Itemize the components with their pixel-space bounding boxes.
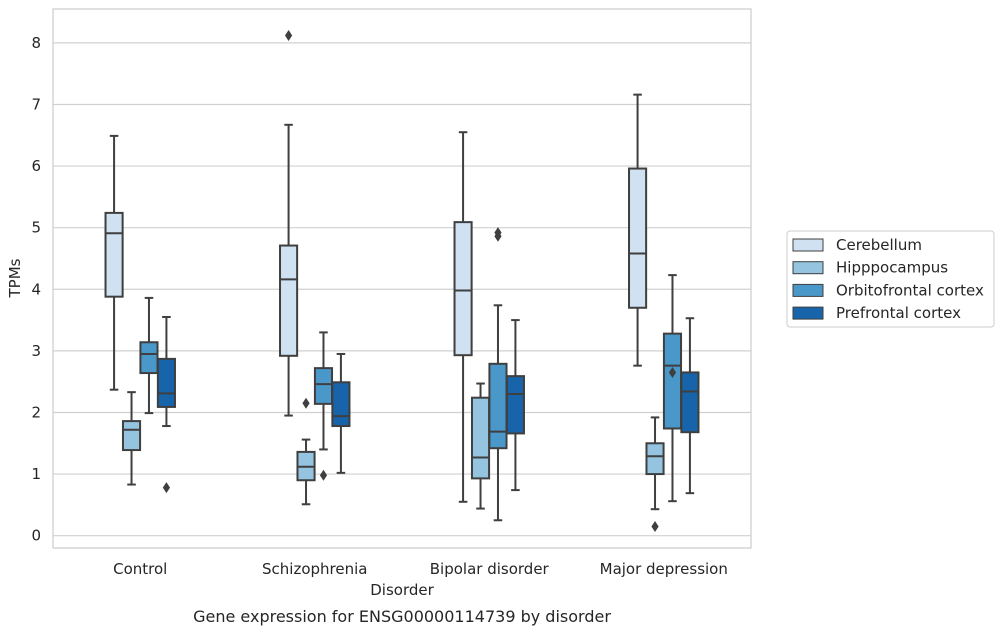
box-iqr [470,396,491,480]
y-axis-label: TPMs [6,258,24,298]
box-group [139,296,159,415]
legend-swatch [792,306,824,320]
y-tick-label: 8 [31,34,41,52]
box-iqr [139,341,159,375]
legend-label: Orbitofrontal cortex [836,281,984,299]
box-group [662,274,683,503]
box-iqr [279,244,299,357]
outlier-point [494,227,502,239]
outlier-point [162,482,171,494]
plot-area-frame [52,8,752,549]
box-group [505,319,525,492]
box-group [453,131,473,503]
legend-label: Hipppocampus [836,259,948,277]
x-tick-label: Control [113,560,167,578]
box-iqr [662,332,683,430]
legend-swatch [792,283,824,297]
y-gridlines [53,42,751,537]
box-iqr [453,221,473,357]
box-group [313,331,334,481]
outlier-point [302,397,310,409]
legend: Cerebellum Hipppocampus Orbitofrontal cort… [786,230,995,328]
box-group [331,352,351,474]
legend-swatch [792,238,824,252]
box-group [121,391,142,486]
x-tick-label: Schizophrenia [262,560,367,578]
box-iqr [488,362,508,450]
outlier-point [668,366,677,378]
legend-swatch [792,261,824,275]
outlier-point [284,29,293,41]
y-tick-label: 5 [31,219,41,237]
y-tick-label: 3 [31,342,41,360]
box-iqr [331,381,351,428]
box-group [296,397,316,506]
box-group [470,382,491,510]
y-tick-labels: 0 1 2 3 4 5 6 7 8 [31,34,41,545]
chart-caption: Gene expression for ENSG00000114739 by d… [193,607,611,626]
box-group [156,316,176,494]
box-iqr [628,167,648,309]
y-tick-label: 1 [31,465,41,483]
box-iqr [104,211,124,298]
x-tick-label: Bipolar disorder [430,560,550,578]
y-tick-label: 2 [31,403,41,421]
box-iqr [645,442,665,476]
box-iqr [680,371,700,434]
legend-frame [786,230,995,328]
box-iqr [156,357,176,408]
box-group [645,416,665,532]
y-tick-label: 0 [31,527,41,545]
boxes-layer [104,29,700,532]
y-tick-label: 6 [31,157,41,175]
box-group [680,317,700,495]
y-tick-label: 7 [31,95,41,113]
box-group [488,227,508,522]
box-group [279,29,299,417]
box-iqr [313,367,334,405]
box-iqr [121,420,142,452]
y-tick-label: 4 [31,280,41,298]
x-tick-labels: Control Schizophrenia Bipolar disorder Majo… [113,560,728,578]
box-group [628,93,648,367]
legend-label: Cerebellum [836,236,922,254]
box-group [104,134,124,391]
legend-label: Prefrontal cortex [836,304,961,322]
x-tick-label: Major depression [600,560,728,578]
box-iqr [505,375,525,435]
outlier-point [319,469,328,481]
x-axis-label: Disorder [370,581,434,599]
outlier-point [651,520,659,532]
